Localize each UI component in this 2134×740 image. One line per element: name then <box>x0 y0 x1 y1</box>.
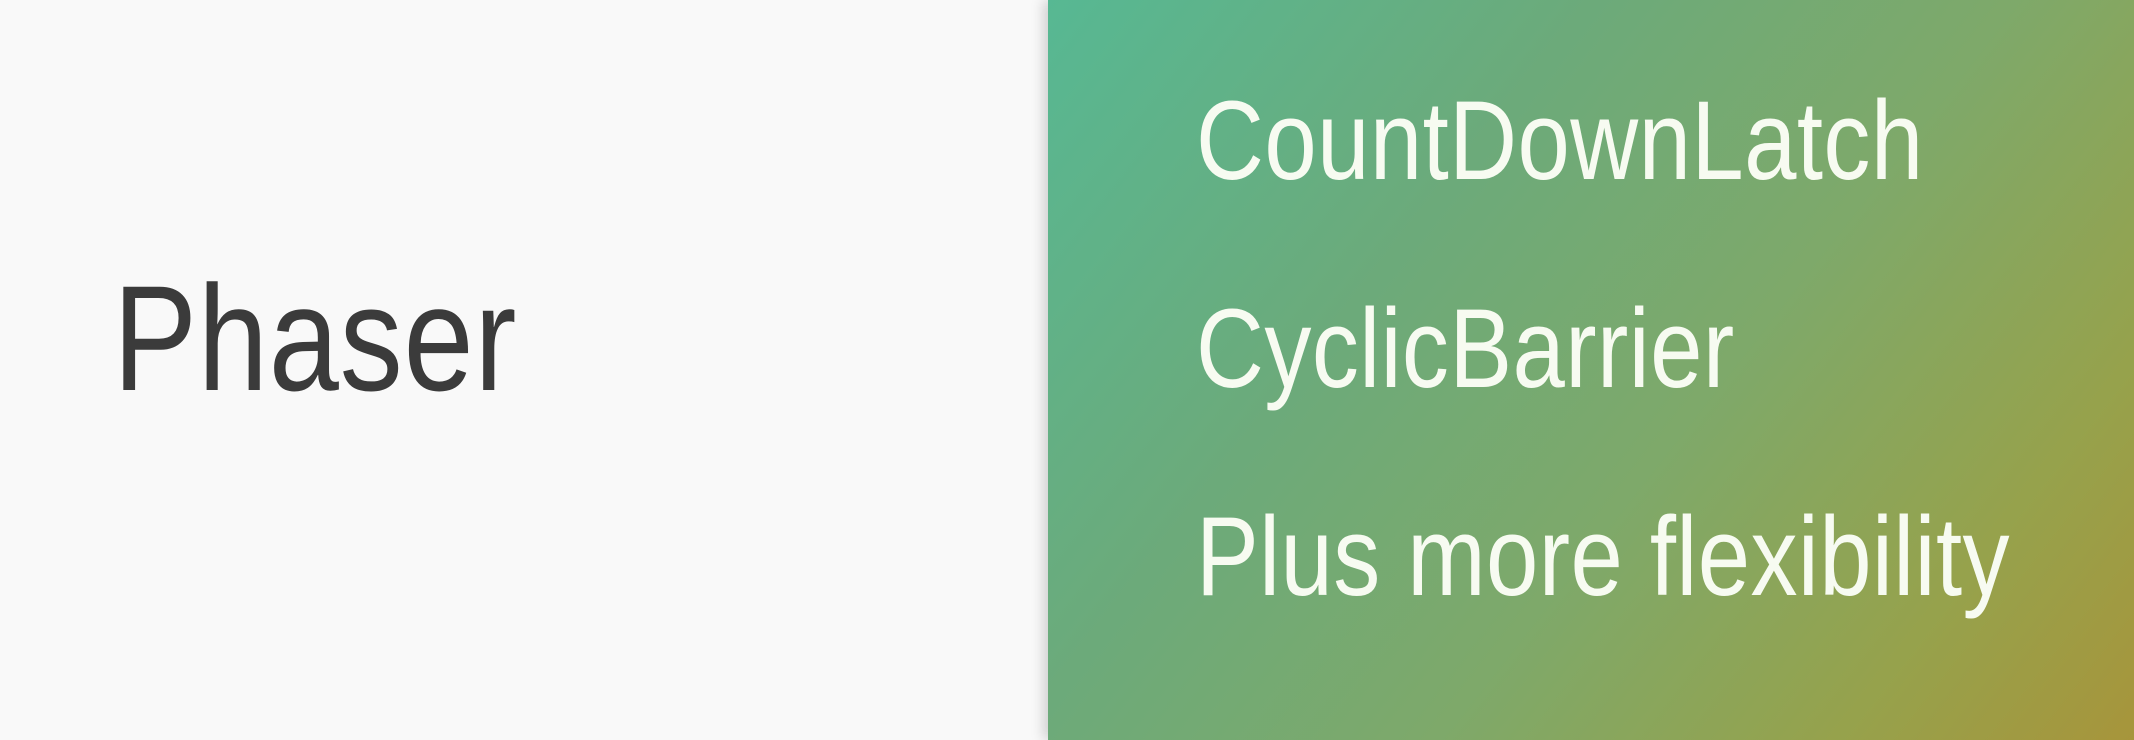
bullet-plus-more-flexibility: Plus more flexibility <box>1196 494 2010 619</box>
right-panel: CountDownLatch CyclicBarrier Plus more f… <box>1048 0 2134 740</box>
bullet-cyclicbarrier: CyclicBarrier <box>1196 286 1735 411</box>
slide-title: Phaser <box>113 254 518 422</box>
bullet-countdownlatch: CountDownLatch <box>1196 78 1924 203</box>
bullet-list: CountDownLatch CyclicBarrier Plus more f… <box>1196 85 2134 709</box>
left-panel: Phaser <box>0 0 1048 740</box>
